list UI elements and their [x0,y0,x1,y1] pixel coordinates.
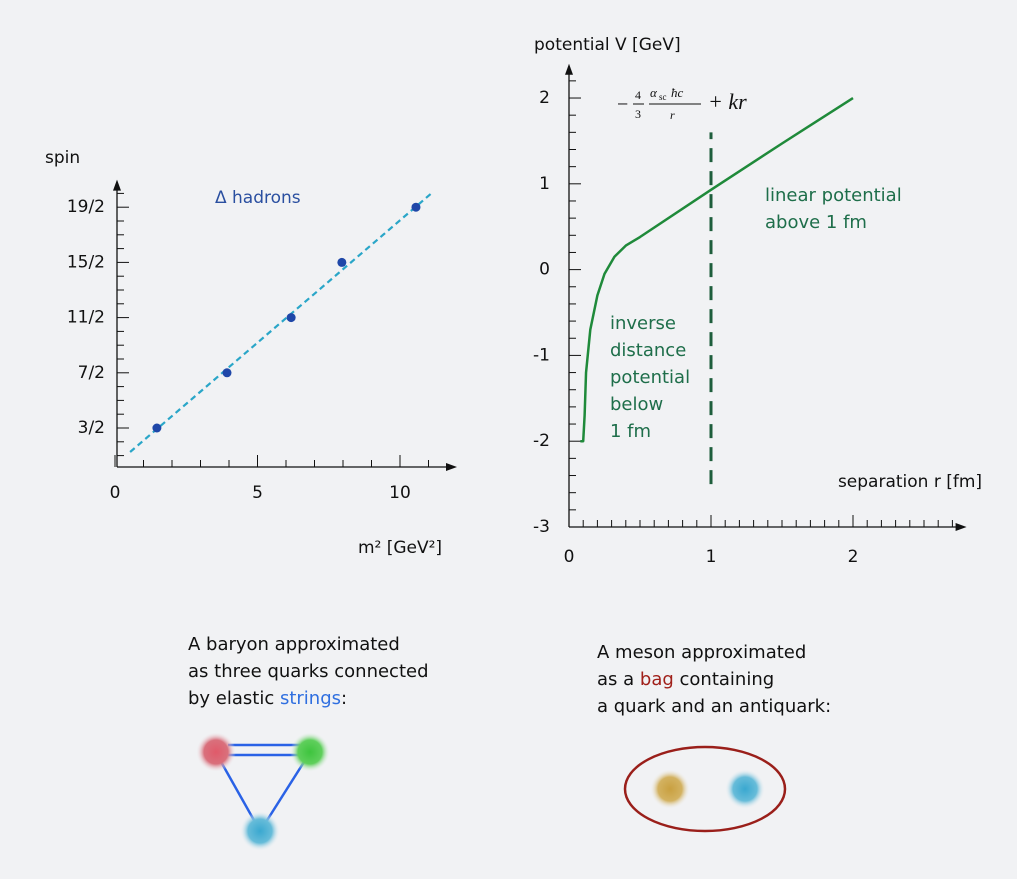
string [264,761,306,823]
y-tick-label: -2 [533,431,550,451]
formula-alpha: α [650,85,658,100]
axis-arrow [446,463,457,471]
baryon-caption: A baryon approximated as three quarks co… [188,634,429,709]
quark [650,769,690,809]
annotation: above 1 fm [765,212,867,233]
formula-sign: − [617,94,628,116]
axis-arrow [955,523,967,531]
annotation: below [610,394,663,415]
meson-diagram [623,745,787,833]
potential-chart: 0 1 2 -3 -2 -1 0 1 2 potential V [GeV] separation … [533,35,982,567]
string [218,759,257,823]
x-axis-label: m² [GeV²] [358,538,442,558]
data-point [222,368,232,378]
caption-text: A baryon approximated [188,634,400,655]
y-tick-label: 2 [539,88,550,108]
quark [290,732,330,772]
meson-caption: A meson approximated as a bag containing… [597,642,831,717]
caption-line: as a bag containing [597,669,774,690]
x-tick-label: 0 [110,483,121,503]
formula-num: 4 [635,88,641,102]
annotation: linear potential [765,185,902,206]
x-tick-label: 0 [564,547,575,567]
y-axis-label: potential V [GeV] [534,35,681,55]
trend-line [129,192,433,453]
bag [623,745,787,833]
potential-curve [580,96,854,443]
formula-tail: + kr [708,89,747,114]
x-tick-label: 2 [848,547,859,567]
formula-r: r [670,108,675,122]
y-tick-label: 0 [539,260,550,280]
y-tick-label: -3 [533,517,550,537]
caption-text: as three quarks connected [188,661,429,682]
annotation: inverse [610,313,676,334]
baryon-diagram [196,732,330,851]
caption-line: a quark and an antiquark: [597,696,831,717]
x-tick-label: 10 [389,483,411,503]
annotation: distance [610,340,686,361]
regge-chart: 0 5 10 3/2 7/2 11/2 15/2 19/2 spin m² [GeV²] Δ had… [45,148,457,558]
caption-text: A meson approximated [597,642,806,663]
data-point [337,257,347,267]
y-tick-label: 3/2 [78,418,105,438]
formula-hbar: ħc [671,85,684,100]
y-axis-label: spin [45,148,80,168]
caption-line: by elastic strings: [188,688,347,709]
y-tick-label: 19/2 [67,197,105,217]
caption-highlight: strings [280,688,341,709]
axis-arrow [113,179,121,191]
y-tick-label: 1 [539,174,550,194]
caption-text: containing [674,669,774,690]
data-point [286,313,296,323]
y-tick-label: 11/2 [67,308,105,328]
annotation: Δ hadrons [215,188,301,208]
caption-line: A baryon approximated [188,634,400,655]
axis-arrow [565,63,573,75]
caption-text: a quark and an antiquark: [597,696,831,717]
data-point [152,423,162,433]
caption-line: A meson approximated [597,642,806,663]
caption-text: as a [597,669,640,690]
formula-den: 3 [635,107,641,121]
y-tick-label: -1 [533,345,550,365]
caption-text: by elastic [188,688,280,709]
data-point [411,202,421,212]
y-tick-label: 7/2 [78,363,105,383]
annotation: 1 fm [610,421,651,442]
x-axis-label: separation r [fm] [838,472,982,492]
formula-sub: sc [659,92,667,102]
caption-line: as three quarks connected [188,661,429,682]
formula: − 4 3 α sc ħc r + kr [617,85,747,122]
caption-text: : [341,688,347,709]
annotation: potential [610,367,690,388]
x-tick-label: 1 [706,547,717,567]
antiquark [725,769,765,809]
caption-highlight: bag [640,669,674,690]
y-tick-label: 15/2 [67,252,105,272]
quark [196,732,236,772]
quark [240,811,280,851]
x-tick-label: 5 [252,483,263,503]
